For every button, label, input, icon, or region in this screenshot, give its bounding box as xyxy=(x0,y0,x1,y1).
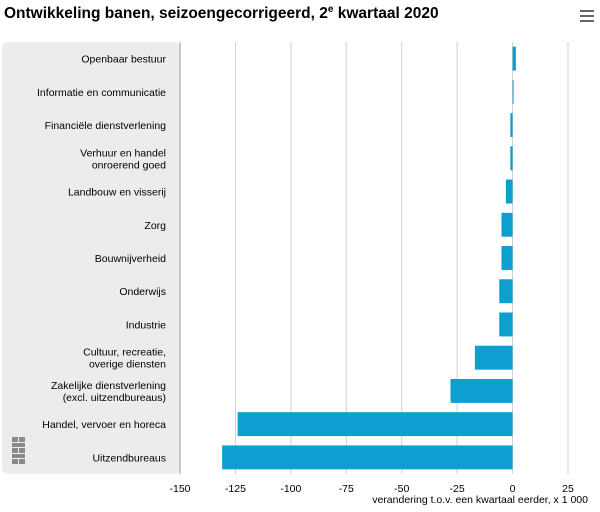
x-tick-label: 25 xyxy=(562,483,574,495)
bar xyxy=(510,113,513,138)
menu-line xyxy=(580,10,594,12)
bar xyxy=(450,378,513,403)
bar xyxy=(510,146,513,171)
category-label: Zorg xyxy=(144,220,166,232)
category-label: Cultuur, recreatie, xyxy=(83,347,166,359)
bar xyxy=(499,312,513,337)
bar xyxy=(501,246,513,270)
bar xyxy=(237,412,513,437)
cbs-logo-block xyxy=(12,454,25,458)
category-label: Financiële dienstverlening xyxy=(45,120,167,132)
category-label: Uitzendbureaus xyxy=(92,452,166,464)
chart-title: Ontwikkeling banen, seizoengecorrigeerd,… xyxy=(4,4,439,23)
hamburger-menu-icon[interactable] xyxy=(578,10,598,28)
bar xyxy=(505,179,513,204)
category-label: Bouwnijverheid xyxy=(95,253,166,265)
category-label: Landbouw en visserij xyxy=(68,187,166,199)
x-tick-label: -125 xyxy=(225,483,246,495)
category-label: Openbaar bestuur xyxy=(81,54,166,66)
cbs-logo-block xyxy=(12,448,18,453)
menu-line xyxy=(580,15,594,17)
x-axis-label: verandering t.o.v. een kwartaal eerder, … xyxy=(372,494,588,506)
category-label: Informatie en communicatie xyxy=(37,87,166,99)
category-label: Verhuur en handel xyxy=(80,147,166,159)
bar xyxy=(501,212,513,237)
cbs-logo-block xyxy=(19,459,25,464)
chart-title-tail: kwartaal 2020 xyxy=(333,5,439,23)
bar xyxy=(512,46,516,71)
chart-title-sup: e xyxy=(327,4,334,15)
x-tick-label: -25 xyxy=(450,483,465,495)
category-label: Zakelijke dienstverlening xyxy=(51,380,166,392)
cbs-logo-block xyxy=(19,448,25,453)
category-panel xyxy=(2,42,180,474)
cbs-logo-block xyxy=(12,443,25,447)
bar xyxy=(222,445,513,470)
bar xyxy=(499,279,513,304)
category-label: (excl. uitzendbureaus) xyxy=(63,392,166,404)
bar xyxy=(512,79,514,104)
category-label: Onderwijs xyxy=(119,286,166,298)
chart-title-main: Ontwikkeling banen, seizoengecorrigeerd,… xyxy=(4,5,328,23)
cbs-logo xyxy=(12,437,25,464)
x-tick-label: -50 xyxy=(394,483,409,495)
x-tick-label: -150 xyxy=(169,483,190,495)
cbs-logo-block xyxy=(12,437,18,442)
category-label: onroerend goed xyxy=(92,159,166,171)
x-tick-label: -100 xyxy=(280,483,301,495)
menu-line xyxy=(580,20,594,22)
category-label: Handel, vervoer en horeca xyxy=(42,419,166,431)
cbs-logo-block xyxy=(12,459,18,464)
category-label: Industrie xyxy=(126,319,166,331)
cbs-logo-block xyxy=(19,437,25,442)
bar xyxy=(474,345,513,370)
category-label: overige diensten xyxy=(89,359,166,371)
x-tick-label: -75 xyxy=(339,483,354,495)
x-tick-label: 0 xyxy=(510,483,516,495)
